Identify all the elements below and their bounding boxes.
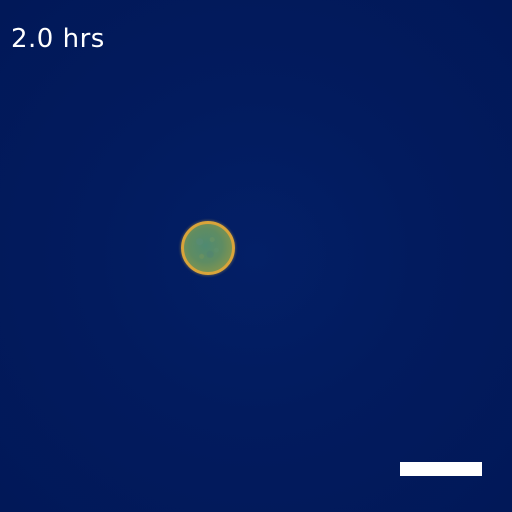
scale-bar — [400, 462, 482, 476]
cell — [181, 221, 235, 275]
time-label: 2.0 hrs — [11, 24, 105, 54]
cell-interior — [187, 227, 229, 269]
